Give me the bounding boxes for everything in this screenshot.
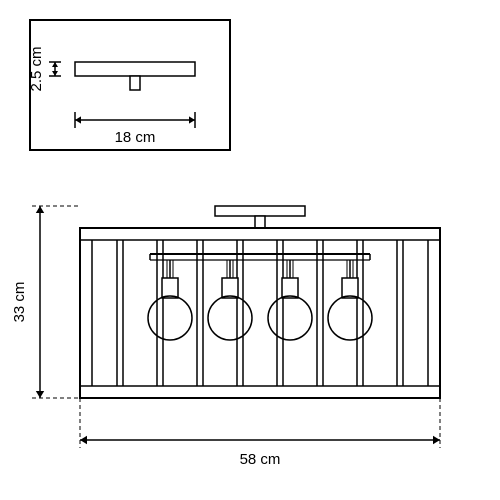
dim-front-height-label: 33 cm <box>11 282 28 323</box>
top-view: 18 cm 2.5 cm <box>28 20 230 150</box>
dim-top-width-label: 18 cm <box>115 129 156 146</box>
technical-diagram: 18 cm 2.5 cm 58 cm 33 cm <box>0 0 500 500</box>
dim-top-height-label: 2.5 cm <box>28 46 45 91</box>
dim-front-width-label: 58 cm <box>240 451 281 468</box>
front-view: 58 cm 33 cm <box>11 206 440 468</box>
